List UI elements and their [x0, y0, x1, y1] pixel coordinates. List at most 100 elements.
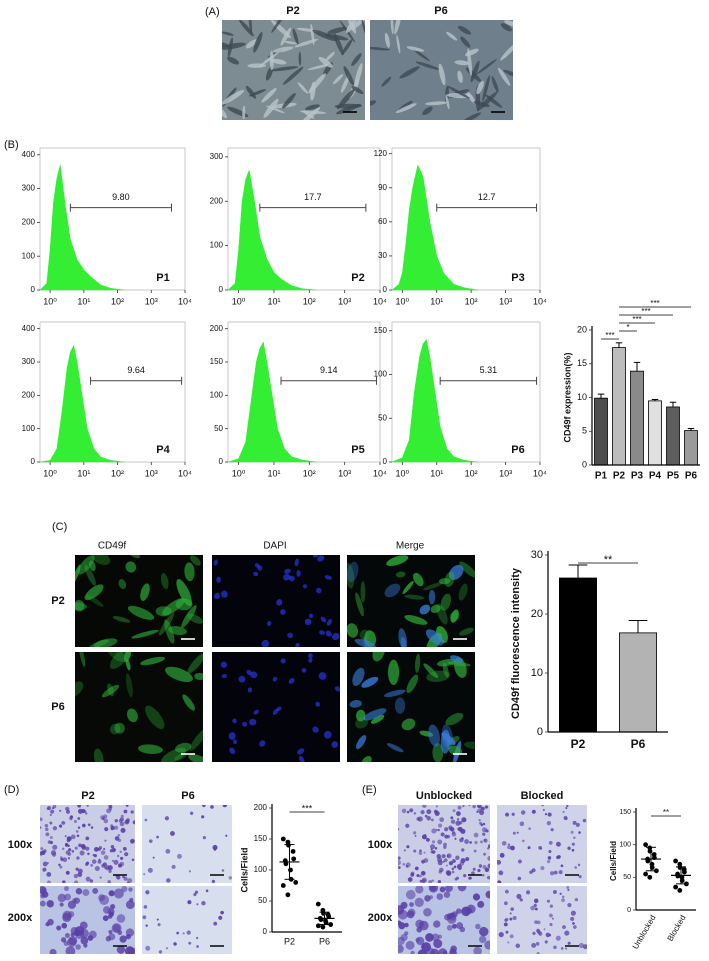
cell	[455, 855, 460, 860]
cell	[101, 684, 120, 698]
cell	[476, 80, 484, 95]
y-tick-label: 0	[537, 726, 543, 738]
cell	[360, 581, 366, 603]
cell	[143, 873, 146, 876]
cell	[423, 582, 444, 591]
cell	[313, 555, 319, 558]
image-background	[142, 886, 232, 954]
cell	[229, 747, 236, 755]
cell	[40, 826, 42, 829]
cell	[482, 822, 486, 826]
cell	[464, 839, 469, 844]
cell	[422, 805, 427, 808]
cell	[445, 886, 453, 893]
cell	[273, 46, 294, 53]
label: P2	[81, 790, 94, 802]
significance-label: **	[604, 554, 613, 566]
cell	[46, 807, 50, 810]
cell	[546, 899, 550, 903]
cell	[503, 922, 508, 927]
cell	[220, 910, 224, 915]
x-tick-label: P5	[667, 471, 680, 482]
cell	[65, 946, 76, 954]
y-tick-label: 30	[531, 549, 543, 561]
cell	[561, 895, 565, 899]
data-point	[654, 868, 659, 874]
y-tick-label: 400	[22, 150, 36, 159]
cell	[428, 886, 439, 893]
cell	[67, 857, 71, 860]
cell	[184, 562, 195, 582]
cell	[253, 32, 263, 53]
cell	[117, 930, 123, 936]
cell	[245, 39, 258, 49]
cell	[546, 820, 552, 826]
cell	[308, 657, 313, 663]
cell	[515, 943, 520, 949]
cell	[114, 825, 119, 830]
cell	[517, 876, 522, 881]
cell	[294, 38, 319, 48]
cell	[120, 827, 126, 833]
cell	[499, 852, 505, 858]
cell	[577, 863, 581, 867]
cell	[126, 708, 138, 723]
cell	[482, 874, 485, 877]
cell	[435, 828, 438, 832]
cell	[419, 849, 422, 853]
micrograph	[212, 652, 340, 762]
cell	[472, 805, 476, 809]
cell	[82, 889, 90, 896]
cell	[60, 857, 64, 861]
cell	[343, 66, 355, 86]
cell	[560, 864, 564, 868]
cell	[202, 805, 206, 808]
cell	[304, 618, 312, 626]
y-tick-label: 200	[22, 217, 36, 226]
cell	[173, 942, 177, 946]
cell	[441, 854, 446, 859]
cell	[413, 849, 417, 853]
cell	[500, 40, 513, 61]
cell	[561, 898, 565, 903]
cell	[108, 869, 112, 873]
cell	[505, 812, 510, 817]
sample-label: P1	[156, 272, 169, 284]
cell	[145, 945, 151, 951]
cell	[497, 880, 502, 883]
cell	[126, 881, 130, 883]
label: (D)	[4, 784, 19, 796]
cell	[446, 85, 470, 99]
cell	[66, 836, 72, 842]
cell	[428, 724, 440, 747]
label: 200x	[368, 912, 393, 924]
cell	[451, 858, 456, 863]
cell	[336, 88, 355, 110]
cell	[212, 844, 218, 851]
cell	[471, 871, 475, 876]
gate-label: 17.7	[304, 192, 322, 202]
cell	[214, 592, 220, 600]
cell	[438, 578, 451, 585]
bar	[684, 430, 698, 466]
cell	[415, 886, 424, 894]
cell	[448, 912, 457, 921]
cell	[418, 920, 429, 931]
cell	[305, 104, 320, 111]
cell	[82, 823, 86, 828]
cell	[544, 940, 548, 944]
cell	[88, 930, 97, 939]
y-tick-label: 100	[374, 370, 388, 379]
data-point	[673, 884, 678, 890]
x-tick-label: 10³	[499, 296, 512, 306]
y-tick-label: 50	[258, 896, 267, 905]
cell	[477, 868, 481, 873]
cell	[582, 944, 587, 950]
cell	[308, 653, 313, 659]
data-point	[677, 865, 683, 870]
cell	[476, 59, 497, 75]
cell	[356, 735, 367, 750]
cell	[497, 859, 502, 865]
cell	[540, 866, 545, 871]
